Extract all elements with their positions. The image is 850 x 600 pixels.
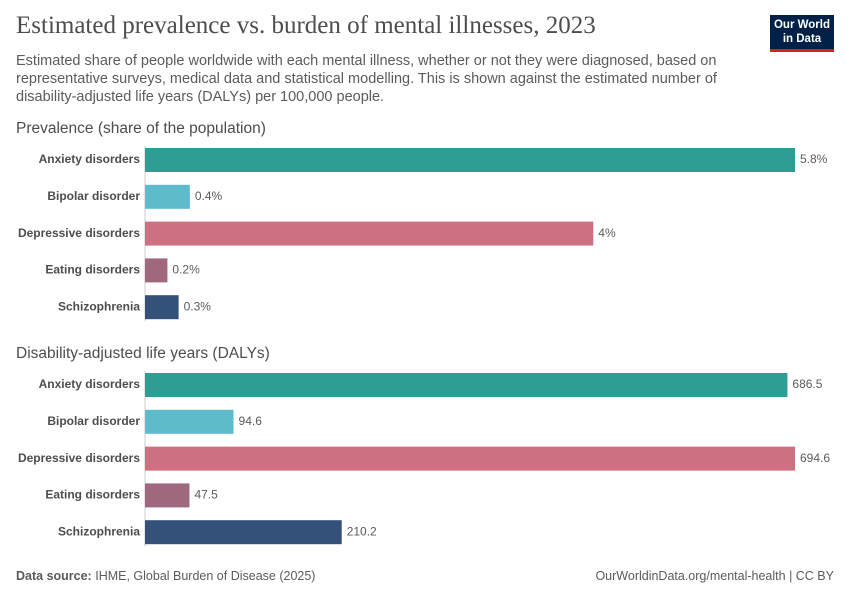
value-label: 47.5 [194,488,218,502]
value-label: 4% [598,226,616,240]
logo[interactable]: Our World in Data [770,15,834,52]
source: IHME, Global Burden of Disease (2025) [95,569,316,583]
value-label: 5.8% [800,152,828,166]
bar [145,221,594,246]
footer-url[interactable]: OurWorldinData.org/mental-health | CC BY [595,569,834,583]
category-label: Schizophrenia [58,524,140,538]
bar [145,373,788,397]
bar [145,409,234,434]
value-label: 686.5 [792,377,822,391]
category-label: Bipolar disorder [47,414,140,428]
category-label: Depressive disorders [18,451,140,465]
category-label: Eating disorders [45,488,140,502]
category-label: Eating disorders [45,263,140,277]
subtitle: Estimated share of people worldwide with… [16,53,717,105]
bar [145,148,795,172]
value-label: 210.2 [347,524,377,538]
source-label: Data source: [16,569,92,583]
bar [145,483,190,508]
bar [145,520,342,545]
value-label: 0.2% [172,263,200,277]
panel-title: Disability-adjusted life years (DALYs) [16,345,270,362]
logo-text: in Data [782,33,822,45]
category-label: Depressive disorders [18,226,140,240]
chart: Prevalence (share of the population) Anxi… [16,120,830,547]
category-label: Schizophrenia [58,299,140,313]
value-label: 94.6 [239,414,263,428]
bar [145,446,795,471]
value-label: 0.3% [184,299,212,313]
bar [145,295,179,320]
bar [145,258,168,283]
footer-source: Data source: IHME, Global Burden of Dise… [16,569,315,583]
value-label: 0.4% [195,189,223,203]
bar [145,184,190,209]
category-label: Anxiety disorders [39,152,141,166]
panel-title: Prevalence (share of the population) [16,120,266,137]
value-label: 694.6 [800,451,830,465]
logo-text: Our World [773,19,830,31]
title: Estimated prevalence vs. burden of menta… [16,12,596,39]
category-label: Bipolar disorder [47,189,140,203]
category-label: Anxiety disorders [39,377,141,391]
